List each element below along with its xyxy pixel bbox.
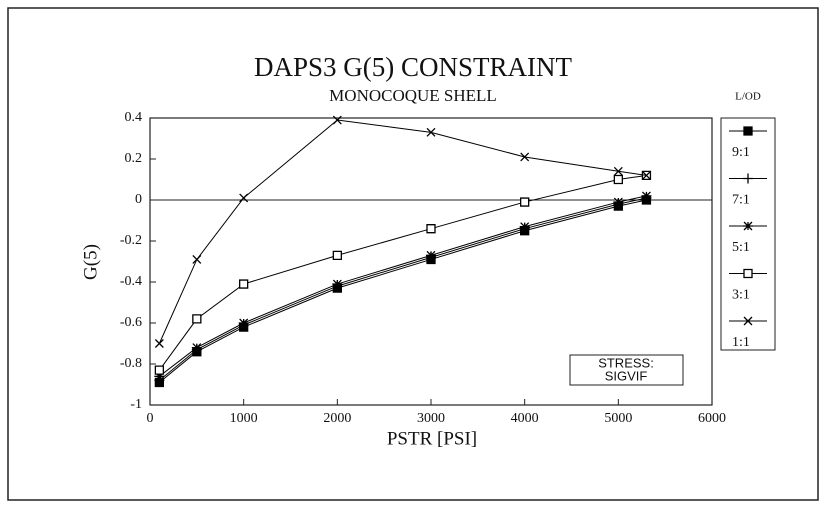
marker [192,254,202,264]
marker [332,279,343,289]
marker [641,191,652,201]
series-line [158,119,647,344]
marker [426,127,436,137]
chart-title: DAPS3 G(5) CONSTRAINT [254,52,573,82]
annotation: STRESS: [598,355,654,370]
series-line [159,199,647,383]
annotation: SIGVIF [605,368,648,383]
marker [332,250,342,260]
marker [743,173,753,184]
marker [613,174,623,185]
x-tick-label: 2000 [323,411,351,426]
series-line [159,195,647,377]
marker [743,316,753,326]
marker [641,170,651,180]
y-tick-label: -1 [130,397,142,412]
legend-label: 3:1 [732,288,750,303]
legend-label: 9:1 [732,145,750,160]
marker [426,250,436,260]
y-tick-label: 0.4 [125,110,143,125]
legend-title: L/OD [735,91,761,103]
y-tick-label: -0.6 [120,315,142,330]
y-tick-label: -0.8 [120,356,142,371]
x-tick-label: 0 [147,411,154,426]
legend-label: 5:1 [732,240,750,255]
y-tick-label: 0 [135,192,142,207]
marker [239,193,249,203]
marker [239,279,249,289]
legend-label: 7:1 [732,193,750,208]
x-axis-label: PSTR [PSI] [387,428,477,449]
marker [192,314,202,324]
marker [613,197,624,207]
x-tick-label: 4000 [511,411,539,426]
y-tick-label: -0.2 [120,233,142,248]
marker [520,197,530,207]
x-tick-label: 3000 [417,411,445,426]
marker [613,166,623,176]
y-axis-label: G(5) [80,244,101,280]
marker [743,126,753,136]
marker [520,152,530,162]
x-tick-label: 1000 [230,411,258,426]
marker [743,268,753,279]
y-tick-label: 0.2 [125,151,143,166]
marker [154,371,165,381]
series-line [158,174,647,371]
marker [519,222,530,232]
marker [238,318,249,328]
annotation-box [569,354,684,386]
marker [191,343,202,353]
chart-subtitle: MONOCOQUE SHELL [329,86,497,105]
x-tick-label: 6000 [698,411,726,426]
marker [332,115,342,125]
legend-label: 1:1 [732,335,750,350]
series-line [159,197,647,381]
x-tick-label: 5000 [604,411,632,426]
marker [426,224,436,234]
marker [743,221,753,231]
legend-box [720,117,776,351]
frame [7,7,819,501]
y-tick-label: -0.4 [120,274,142,289]
marker [154,339,164,348]
marker [154,365,165,375]
